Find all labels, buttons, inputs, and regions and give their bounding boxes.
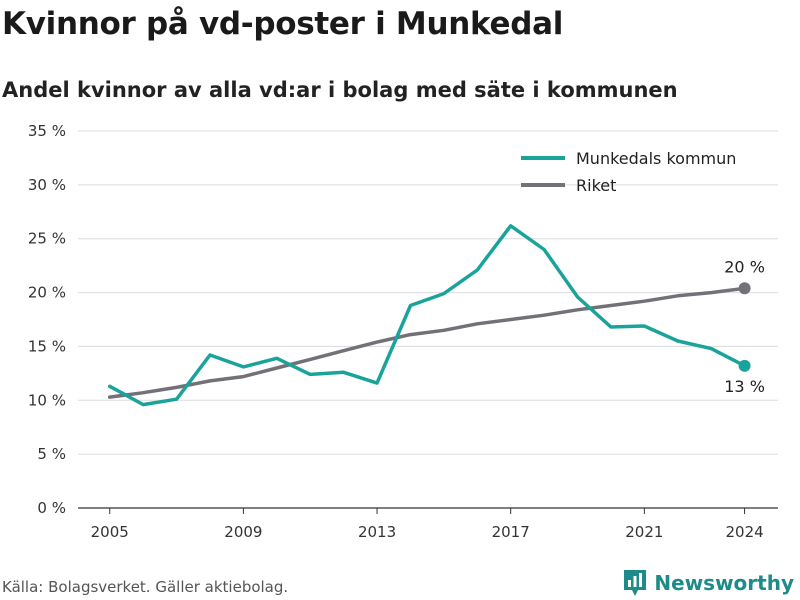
y-tick-label: 35 %: [28, 122, 66, 140]
y-tick-label: 5 %: [37, 445, 66, 463]
brand-name: Newsworthy: [654, 571, 794, 595]
x-tick-label: 2005: [91, 523, 129, 541]
x-tick-label: 2013: [358, 523, 396, 541]
y-tick-label: 15 %: [28, 337, 66, 355]
series-line-riket: [107, 286, 747, 399]
source-note: Källa: Bolagsverket. Gäller aktiebolag.: [2, 578, 289, 596]
legend-label: Riket: [576, 176, 616, 195]
end-point-riket: [738, 282, 751, 295]
end-value-label: 20 %: [724, 257, 765, 276]
y-tick-label: 0 %: [37, 499, 66, 517]
x-tick-label: 2024: [725, 523, 763, 541]
legend-label: Munkedals kommun: [576, 149, 736, 168]
y-tick-label: 30 %: [28, 176, 66, 194]
chart-subtitle: Andel kvinnor av alla vd:ar i bolag med …: [2, 78, 678, 102]
bar-chart-logo-icon: [624, 570, 647, 596]
brand-logo[interactable]: Newsworthy: [622, 568, 794, 598]
end-value-label: 13 %: [724, 377, 765, 396]
chart-title: Kvinnor på vd-poster i Munkedal: [2, 6, 564, 42]
series-line-munkedal: [107, 224, 747, 407]
x-tick-label: 2021: [625, 523, 663, 541]
x-tick-label: 2009: [224, 523, 262, 541]
x-tick-label: 2017: [492, 523, 530, 541]
y-tick-label: 25 %: [28, 230, 66, 248]
y-tick-label: 10 %: [28, 391, 66, 409]
y-tick-label: 20 %: [28, 284, 66, 302]
end-point-munkedal: [738, 359, 751, 372]
